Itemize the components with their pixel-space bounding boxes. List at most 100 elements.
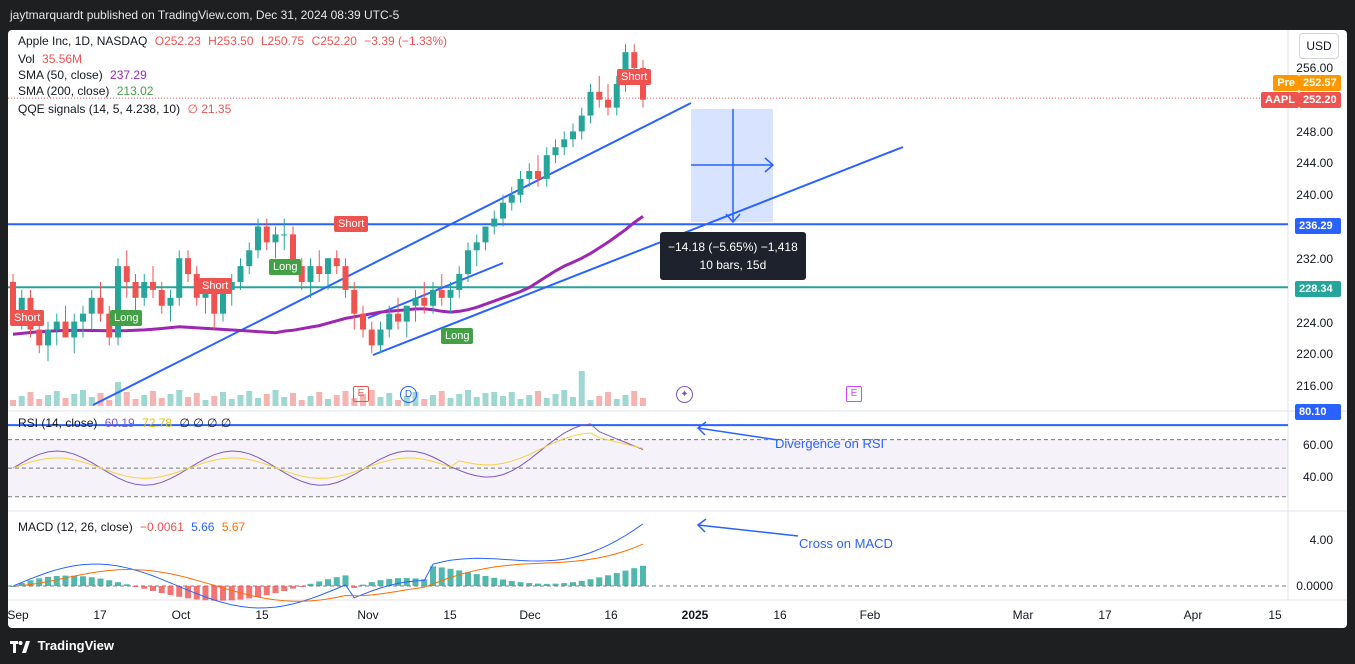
volume-bar bbox=[167, 394, 174, 406]
volume-bar bbox=[298, 400, 305, 406]
macd-histogram-bar bbox=[640, 565, 646, 586]
legend-close: C252.20 bbox=[311, 34, 357, 48]
volume-bar bbox=[517, 399, 524, 406]
rsi-annotation-arrow bbox=[697, 427, 779, 441]
pre-tag: Pre bbox=[1273, 75, 1299, 91]
candle-body bbox=[421, 297, 428, 306]
volume-bar bbox=[255, 398, 261, 406]
rsi-tick: 40.00 bbox=[1302, 470, 1333, 484]
candle-body bbox=[36, 329, 43, 346]
macd-histogram-bar bbox=[228, 586, 235, 601]
volume-bar bbox=[430, 395, 436, 406]
candle-body bbox=[465, 250, 471, 275]
qqe-long-signal: Long bbox=[441, 328, 474, 344]
rsi-label: RSI (14, close) bbox=[18, 416, 98, 430]
candle-body bbox=[613, 83, 620, 108]
macd-histogram-bar bbox=[36, 578, 43, 586]
macd-histogram-bar bbox=[263, 586, 270, 596]
volume-bar bbox=[45, 395, 51, 406]
candle-body bbox=[272, 234, 279, 243]
macd-histogram-bar bbox=[578, 580, 585, 586]
volume-bar bbox=[342, 391, 349, 406]
earnings-marker[interactable]: E bbox=[353, 386, 369, 402]
volume-bar bbox=[18, 396, 25, 406]
volume-bar bbox=[465, 390, 471, 406]
macd-annotation-arrowhead bbox=[696, 518, 707, 533]
candle-body bbox=[123, 266, 130, 282]
candle-body bbox=[53, 321, 60, 330]
macd-histogram-bar bbox=[543, 583, 550, 586]
candle-body bbox=[141, 281, 148, 298]
macd-histogram-bar bbox=[333, 577, 340, 586]
volume-bar bbox=[115, 382, 121, 406]
publish-header: jaytmarquardt published on TradingView.c… bbox=[0, 0, 1355, 30]
legend-main: Apple Inc, 1D, NASDAQ O252.23 H253.50 L2… bbox=[18, 34, 451, 48]
macd-histogram-bar bbox=[438, 567, 445, 586]
volume-bar bbox=[535, 391, 541, 406]
projection-arrow-head bbox=[725, 213, 741, 224]
candle-body bbox=[377, 329, 384, 346]
macd-histogram-bar bbox=[10, 586, 16, 587]
macd-histogram-bar bbox=[255, 586, 261, 597]
earnings-marker-future[interactable]: E bbox=[846, 386, 862, 402]
qqe-short-signal: Short bbox=[617, 69, 652, 85]
candle-body bbox=[150, 281, 156, 290]
candle-body bbox=[316, 266, 323, 275]
projection-arrow-head bbox=[764, 157, 775, 173]
rsi-annotation: Divergence on RSI bbox=[775, 436, 885, 451]
volume-bar bbox=[263, 394, 270, 406]
dividend-marker[interactable]: D bbox=[400, 386, 417, 403]
candle-body bbox=[605, 99, 611, 108]
chart-panel[interactable]: Apple Inc, 1D, NASDAQ O252.23 H253.50 L2… bbox=[8, 30, 1347, 628]
volume-bar bbox=[80, 390, 86, 406]
volume-bar bbox=[88, 397, 95, 406]
volume-bar bbox=[552, 394, 559, 406]
rsi-ma-line bbox=[12, 432, 644, 479]
volume-bar bbox=[622, 395, 629, 406]
macd-histogram-bar bbox=[342, 575, 349, 586]
volume-bar bbox=[106, 400, 113, 406]
macd-signal-value: 5.67 bbox=[221, 520, 246, 534]
macd-histogram-bar bbox=[80, 576, 86, 586]
macd-tick: 0.0000 bbox=[1296, 579, 1333, 593]
candle-body bbox=[500, 202, 506, 219]
volume-bar bbox=[360, 394, 366, 406]
macd-histogram-bar bbox=[517, 582, 524, 586]
measure-bars: 10 bars, 15d bbox=[699, 258, 767, 272]
macd-annotation-arrow bbox=[697, 524, 799, 537]
candle-body bbox=[158, 289, 165, 306]
candle-body bbox=[71, 321, 78, 338]
sparkle-icon[interactable]: ✦ bbox=[676, 386, 693, 403]
rsi-value: 60.19 bbox=[104, 416, 135, 430]
volume-bar bbox=[132, 399, 139, 406]
time-tick: Mar bbox=[1012, 608, 1034, 622]
candle-body bbox=[543, 155, 550, 179]
candle-body bbox=[115, 266, 121, 338]
volume-bar bbox=[500, 396, 506, 406]
time-tick: 16 bbox=[773, 608, 787, 622]
currency-button[interactable]: USD bbox=[1299, 33, 1339, 59]
volume-bar bbox=[386, 393, 393, 406]
macd-histogram-bar bbox=[141, 586, 148, 589]
candle-body bbox=[412, 297, 419, 306]
price-tick: 240.00 bbox=[1296, 188, 1333, 202]
volume-bar bbox=[220, 392, 226, 406]
macd-histogram-bar bbox=[132, 586, 139, 587]
tradingview-logo-icon bbox=[10, 640, 30, 653]
macd-histogram-bar bbox=[526, 583, 533, 586]
legend-symbol: Apple Inc, 1D, NASDAQ bbox=[18, 34, 148, 48]
last-price-tag: 252.20 bbox=[1299, 92, 1341, 108]
macd-histogram-bar bbox=[325, 579, 331, 586]
price-tick: 244.00 bbox=[1296, 156, 1333, 170]
macd-histogram-bar bbox=[605, 575, 611, 586]
chart-canvas[interactable] bbox=[8, 30, 1347, 628]
volume-bar bbox=[307, 396, 314, 406]
macd-histogram-bar bbox=[298, 586, 305, 587]
macd-histogram-bar bbox=[150, 586, 156, 591]
macd-histogram-bar bbox=[202, 586, 209, 601]
macd-histogram-bar bbox=[62, 575, 69, 586]
legend-change: −3.39 (−1.33%) bbox=[364, 34, 448, 48]
candle-body bbox=[517, 178, 524, 195]
volume-bar bbox=[491, 392, 498, 406]
candle-body bbox=[386, 313, 393, 330]
